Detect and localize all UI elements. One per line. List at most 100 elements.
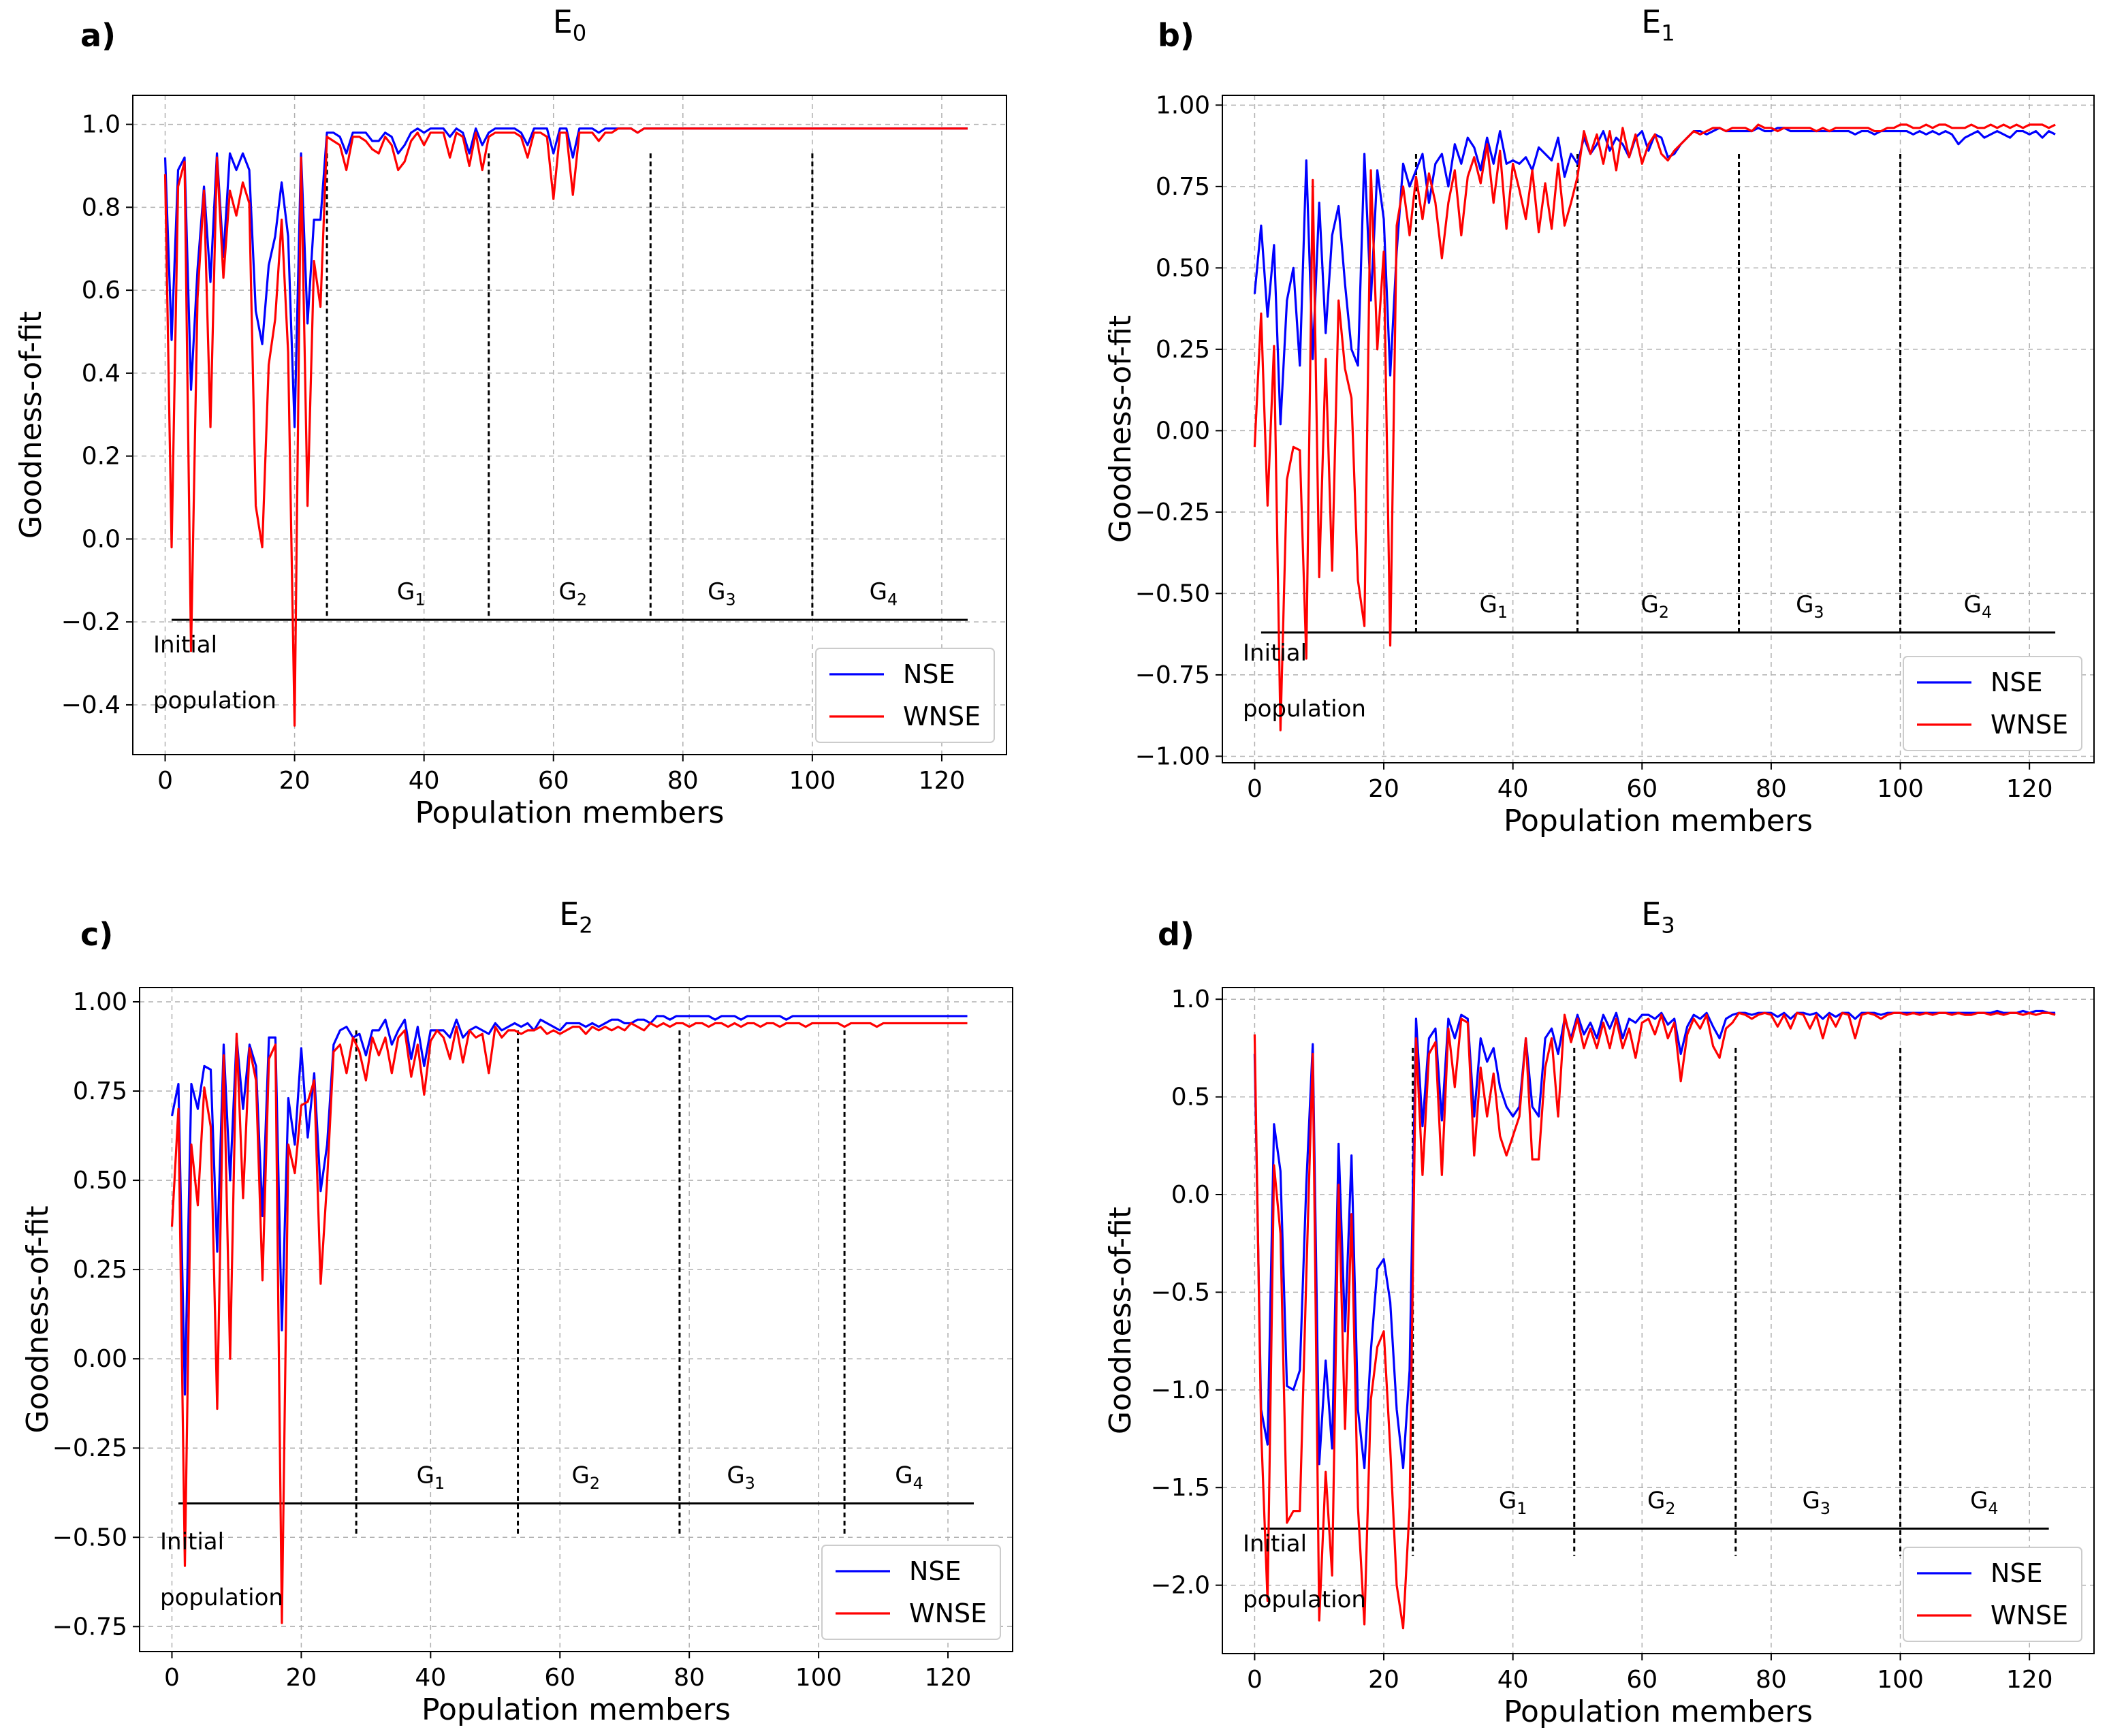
- x-tick-label: 100: [1877, 1666, 1924, 1694]
- chart-title: E0: [553, 3, 587, 46]
- generation-label: G4: [870, 578, 898, 609]
- y-axis-label: Goodness-of-fit: [1103, 315, 1138, 543]
- y-tick-label: −0.5: [1151, 1278, 1210, 1306]
- generation-label: G2: [559, 578, 588, 609]
- panel-2: b) E1 0 20 40 60 80 100 120 −1.00 −0.75 −0.50 −0.25 0…: [1103, 3, 2095, 838]
- x-tick-label: 80: [673, 1664, 705, 1692]
- generation-label: G4: [895, 1462, 923, 1492]
- legend-label-wnse: WNSE: [1991, 1600, 2068, 1630]
- x-tick-label: 100: [795, 1664, 842, 1692]
- generation-label: G3: [1803, 1487, 1831, 1517]
- x-tick-label: 0: [1247, 1666, 1263, 1694]
- panel-letter: a): [80, 17, 116, 54]
- axes-frame: [139, 987, 1013, 1652]
- x-axis-label: Population members: [1504, 1694, 1813, 1729]
- y-tick-label: −2.0: [1151, 1572, 1210, 1600]
- x-tick-label: 120: [2006, 775, 2053, 803]
- x-tick-label: 100: [789, 767, 836, 795]
- x-tick-label: 80: [667, 767, 699, 795]
- generation-label: G3: [727, 1462, 755, 1492]
- x-tick-label: 20: [286, 1664, 317, 1692]
- axes-frame: [1222, 987, 2095, 1654]
- generation-label: G3: [708, 578, 736, 609]
- x-tick-label: 60: [544, 1664, 575, 1692]
- y-tick-label: −0.75: [52, 1613, 127, 1641]
- y-tick-label: 0.75: [73, 1077, 127, 1105]
- y-tick-label: −0.75: [1135, 661, 1210, 689]
- x-tick-label: 120: [919, 767, 966, 795]
- generation-label: G1: [1479, 591, 1508, 622]
- generation-label: G2: [1647, 1487, 1676, 1517]
- y-tick-label: 0.50: [73, 1167, 127, 1195]
- y-tick-label: 1.0: [1171, 985, 1210, 1013]
- generation-label: G2: [571, 1462, 600, 1492]
- panel-4: d) E3 0 20 40 60 80 100 120 −2.0 −1.5 −1.0 −0.5 0.0 0.…: [1103, 896, 2095, 1729]
- initial-label: Initial: [153, 631, 217, 659]
- series-line-wnse: [1253, 123, 2056, 731]
- y-tick-label: −1.00: [1135, 742, 1210, 770]
- series-line-wnse: [170, 1022, 968, 1624]
- initial-label: Initial: [1243, 1530, 1307, 1558]
- y-tick-label: 1.0: [82, 111, 121, 139]
- y-tick-label: −0.4: [61, 691, 121, 719]
- y-tick-label: 0.00: [1156, 417, 1210, 445]
- panel-letter: b): [1158, 17, 1194, 54]
- y-tick-label: −0.50: [1135, 580, 1210, 607]
- generation-label: G1: [417, 1462, 445, 1492]
- series-line-nse: [1253, 1009, 2056, 1470]
- x-tick-label: 40: [1497, 1666, 1529, 1694]
- y-tick-label: −0.25: [52, 1434, 127, 1462]
- population-label: population: [1243, 695, 1366, 723]
- generation-label: G4: [1970, 1487, 1999, 1517]
- legend-label-nse: NSE: [909, 1556, 962, 1586]
- legend: [821, 1545, 1001, 1640]
- y-tick-label: 0.0: [1171, 1181, 1210, 1209]
- legend: [815, 648, 995, 743]
- x-tick-label: 40: [415, 1664, 446, 1692]
- y-axis-label: Goodness-of-fit: [20, 1205, 55, 1433]
- x-tick-label: 120: [2006, 1666, 2053, 1694]
- y-tick-label: 0.75: [1156, 173, 1210, 201]
- y-tick-label: 0.8: [82, 193, 121, 221]
- legend: [1903, 1547, 2082, 1642]
- generation-label: G3: [1796, 591, 1824, 622]
- y-axis-label: Goodness-of-fit: [14, 311, 48, 539]
- x-tick-label: 60: [538, 767, 569, 795]
- series-line-wnse: [1253, 1011, 2056, 1630]
- generation-label: G2: [1641, 591, 1670, 622]
- x-axis-label: Population members: [422, 1692, 731, 1727]
- chart-title: E2: [559, 896, 593, 938]
- x-tick-label: 120: [925, 1664, 972, 1692]
- y-tick-label: 1.00: [1156, 91, 1210, 119]
- legend-label-nse: NSE: [1991, 1558, 2043, 1588]
- panel-letter: c): [80, 916, 113, 953]
- generation-label: G1: [1499, 1487, 1527, 1517]
- x-tick-label: 100: [1877, 775, 1924, 803]
- axes-frame: [132, 95, 1007, 755]
- legend-label-wnse: WNSE: [909, 1598, 987, 1628]
- chart-title: E3: [1641, 896, 1675, 938]
- y-tick-label: −0.2: [61, 608, 121, 636]
- y-tick-label: −1.0: [1151, 1376, 1210, 1404]
- legend-label-wnse: WNSE: [903, 701, 981, 731]
- generation-label: G4: [1964, 591, 1993, 622]
- population-label: population: [153, 687, 276, 714]
- y-tick-label: 0.25: [73, 1256, 127, 1284]
- x-tick-label: 80: [1756, 1666, 1787, 1694]
- x-tick-label: 0: [157, 767, 173, 795]
- y-tick-label: 0.6: [82, 277, 121, 304]
- y-tick-label: 0.5: [1171, 1084, 1210, 1111]
- x-tick-label: 0: [164, 1664, 180, 1692]
- y-tick-label: −0.50: [52, 1524, 127, 1551]
- panel-3: c) E2 0 20 40 60 80 100 120 −0.75 −0.50 −0.25 0.00 0.…: [20, 896, 1013, 1727]
- x-tick-label: 20: [1368, 775, 1399, 803]
- series-line-wnse: [163, 127, 968, 727]
- x-tick-label: 0: [1247, 775, 1263, 803]
- legend: [1903, 656, 2082, 751]
- x-axis-label: Population members: [1504, 804, 1813, 838]
- legend-label-wnse: WNSE: [1991, 710, 2068, 740]
- y-tick-label: 0.25: [1156, 336, 1210, 364]
- x-tick-label: 20: [1368, 1666, 1399, 1694]
- x-tick-label: 80: [1756, 775, 1787, 803]
